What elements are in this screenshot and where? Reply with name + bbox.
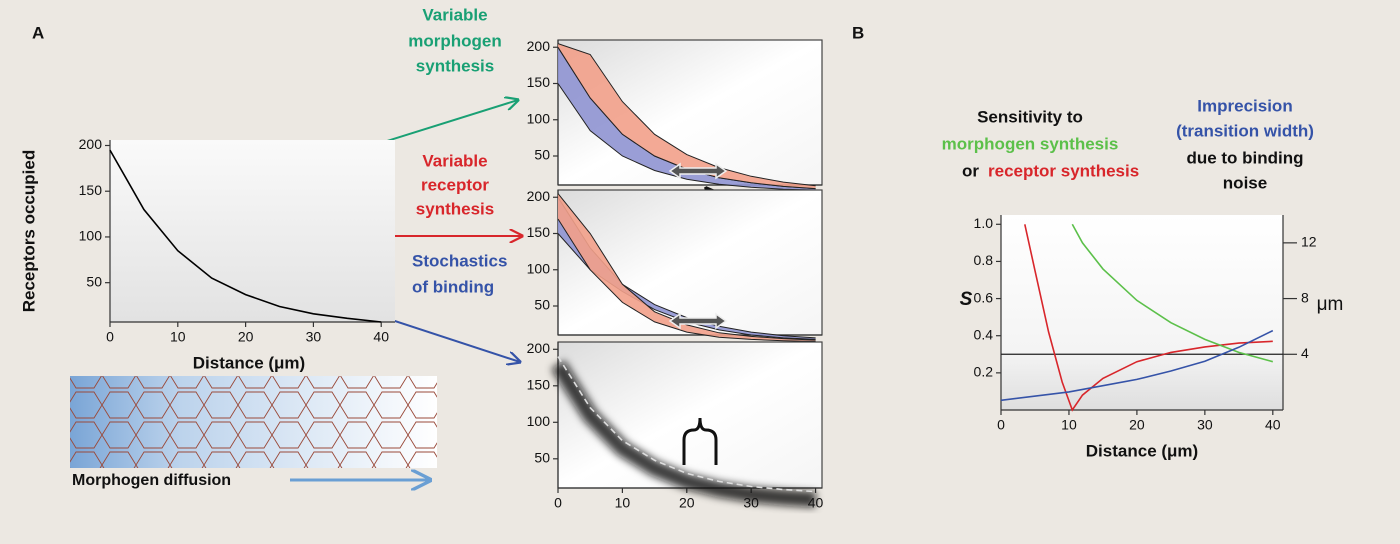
x-tick-label: 30 (1197, 417, 1213, 433)
arrow-label: synthesis (416, 199, 494, 218)
y-tick-label: 50 (534, 450, 550, 466)
data-line (557, 356, 816, 493)
arrow-label: Variable (422, 151, 487, 170)
y-axis-label: S (960, 289, 973, 310)
y2-tick-label: 4 (1301, 345, 1309, 361)
plot-area (557, 341, 823, 489)
y2-tick-label: 8 (1301, 289, 1309, 305)
annotation: morphogen synthesis (942, 134, 1119, 153)
arrow-label: Variable (422, 5, 487, 24)
y-tick-label: 50 (534, 297, 550, 313)
band-area (558, 43, 816, 189)
x-tick-label: 10 (615, 495, 631, 511)
x-tick-label: 30 (306, 329, 322, 345)
y-tick-label: 100 (527, 260, 551, 276)
data-line (1000, 329, 1274, 402)
cell-image (70, 376, 437, 468)
annotation: or (962, 161, 979, 180)
data-line (109, 149, 382, 323)
y-tick-label: 50 (86, 273, 102, 289)
y-axis-label: Receptors occupied (19, 150, 38, 313)
plot-area (110, 140, 395, 322)
arrow-label: morphogen (408, 31, 502, 50)
band-area (558, 193, 816, 342)
panel-label: A (32, 23, 44, 42)
y-tick-label: 200 (79, 136, 103, 152)
y-tick-label: 50 (534, 147, 550, 163)
annotation: noise (1223, 173, 1267, 192)
y-tick-label: 150 (527, 377, 551, 393)
chart: 0.2 0.4 0.6 0.8 1.0 4 8 12 0 10 20 30 40 Distance (μm… (942, 96, 1344, 460)
arrow-label: of binding (412, 277, 494, 296)
y-tick-label: 150 (527, 224, 551, 240)
y-tick-label: 0.8 (974, 252, 994, 268)
chart: 50 100 150 200 0 10 20 30 40 Distance (μm) Recepto… (19, 136, 395, 372)
band-area (558, 47, 816, 191)
arrow-label: synthesis (416, 56, 494, 75)
x-tick-label: 0 (554, 495, 562, 511)
x-tick-label: 20 (679, 495, 695, 511)
x-tick-label: 20 (238, 329, 254, 345)
band-edge (557, 83, 816, 191)
y-tick-label: 150 (79, 182, 103, 198)
double-arrow (668, 312, 728, 330)
x-tick-label: 0 (106, 329, 114, 345)
chart: 50 100 150 200 (527, 38, 823, 191)
y-tick-label: 100 (527, 413, 551, 429)
x-tick-label: 40 (1265, 417, 1281, 433)
annotation: Imprecision (1197, 96, 1292, 115)
x-axis-label: Distance (μm) (1086, 441, 1198, 460)
annotation: receptor synthesis (988, 161, 1139, 180)
y-tick-label: 150 (527, 74, 551, 90)
x-tick-label: 40 (373, 329, 389, 345)
arrow-label: receptor (421, 175, 489, 194)
y-tick-label: 100 (527, 110, 551, 126)
annotation: (transition width) (1176, 121, 1314, 140)
annotation: due to binding (1186, 148, 1303, 167)
y2-axis-label: μm (1317, 294, 1344, 315)
x-tick-label: 10 (170, 329, 186, 345)
annotation: Sensitivity to (977, 107, 1083, 126)
band-edge (557, 193, 816, 341)
x-tick-label: 10 (1061, 417, 1077, 433)
arrow-label: Stochastics (412, 251, 507, 270)
x-tick-label: 20 (1129, 417, 1145, 433)
plot-area (1001, 215, 1283, 410)
double-arrow (668, 162, 728, 180)
y-tick-label: 200 (527, 38, 551, 54)
panel-label: B (852, 23, 864, 42)
y-tick-label: 200 (527, 340, 551, 356)
y-tick-label: 1.0 (974, 215, 994, 231)
y-tick-label: 200 (527, 188, 551, 204)
x-tick-label: 0 (997, 417, 1005, 433)
x-axis-label: Distance (μm) (193, 353, 305, 372)
band-edge (557, 218, 816, 342)
band-edge (557, 43, 816, 187)
annotation: Morphogen diffusion (72, 472, 231, 489)
y-tick-label: 0.6 (974, 289, 994, 305)
y-tick-label: 100 (79, 228, 103, 244)
y-tick-label: 0.4 (974, 326, 994, 342)
chart: 50 100 150 200 (527, 188, 823, 342)
brace (682, 417, 718, 465)
y-tick-label: 0.2 (974, 364, 994, 380)
density-band (551, 360, 817, 508)
y2-tick-label: 12 (1301, 234, 1317, 250)
